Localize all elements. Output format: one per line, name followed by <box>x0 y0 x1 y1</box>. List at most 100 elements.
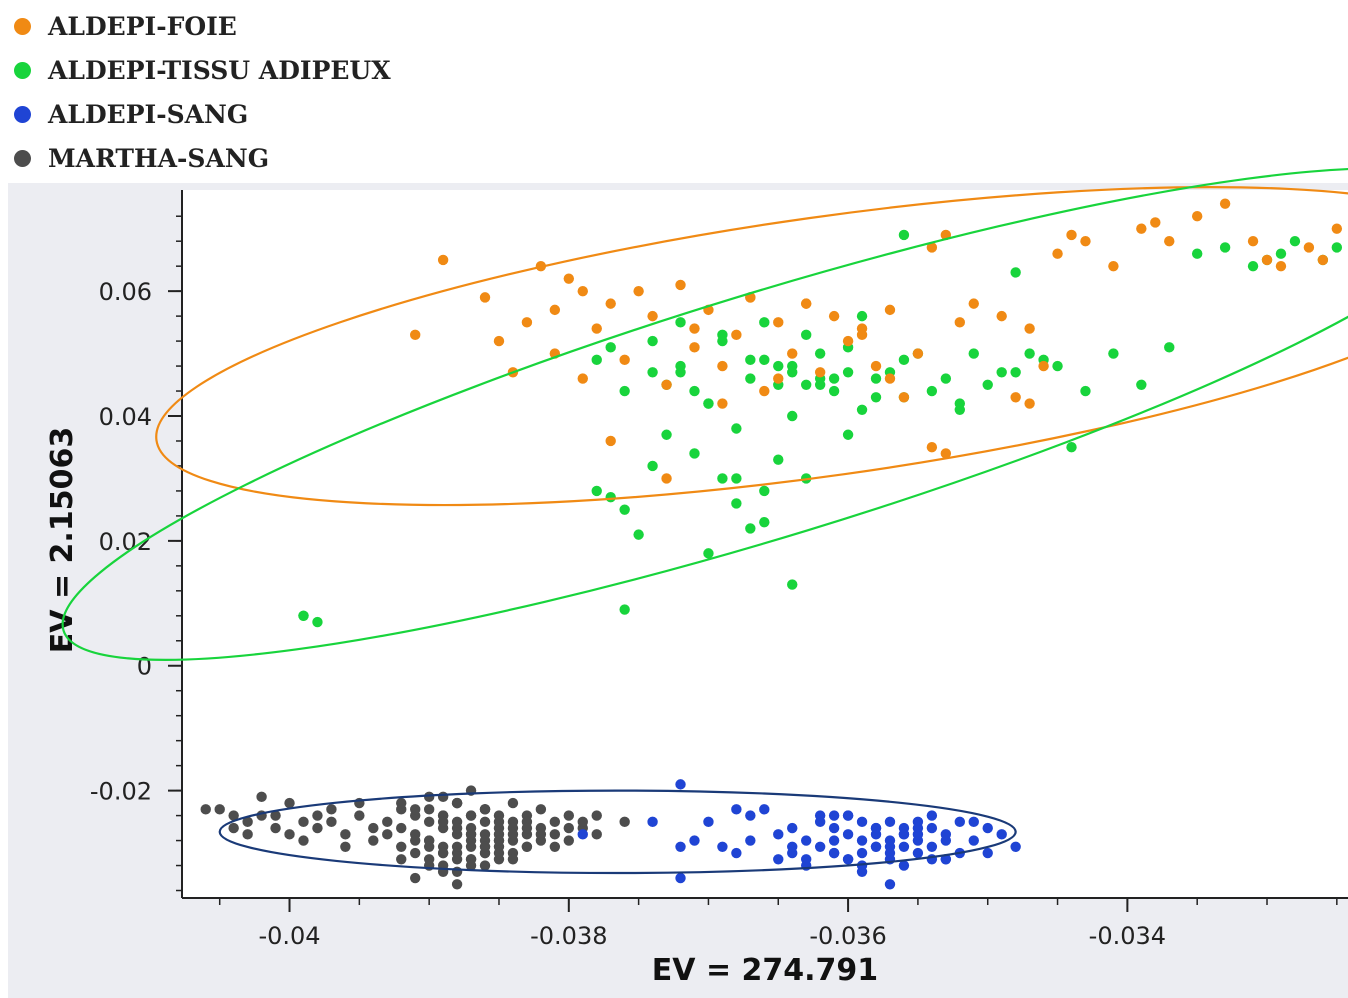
data-point <box>647 336 657 346</box>
data-point <box>1024 348 1034 358</box>
data-point <box>270 823 280 833</box>
data-point <box>312 810 322 820</box>
data-point <box>242 829 252 839</box>
data-point <box>689 386 699 396</box>
data-point <box>494 817 504 827</box>
data-point <box>1332 224 1342 234</box>
data-point <box>996 367 1006 377</box>
data-point <box>619 604 629 614</box>
data-point <box>605 492 615 502</box>
data-point <box>829 386 839 396</box>
data-point <box>787 842 797 852</box>
data-point <box>452 867 462 877</box>
data-point <box>675 317 685 327</box>
data-point <box>773 317 783 327</box>
data-point <box>382 829 392 839</box>
data-point <box>885 373 895 383</box>
data-point <box>1150 217 1160 227</box>
data-point <box>815 348 825 358</box>
data-point <box>857 405 867 415</box>
data-point <box>969 835 979 845</box>
data-point <box>494 835 504 845</box>
data-point <box>480 804 490 814</box>
data-point <box>829 373 839 383</box>
data-point <box>857 835 867 845</box>
data-point <box>605 342 615 352</box>
data-point <box>508 829 518 839</box>
data-point <box>633 529 643 539</box>
data-point <box>578 373 588 383</box>
data-point <box>550 817 560 827</box>
data-point <box>955 817 965 827</box>
data-point <box>801 330 811 340</box>
data-point <box>689 342 699 352</box>
data-point <box>801 854 811 864</box>
data-point <box>284 829 294 839</box>
data-point <box>452 879 462 889</box>
data-point <box>675 779 685 789</box>
data-point <box>996 829 1006 839</box>
y-tick-label: -0.02 <box>90 778 152 806</box>
data-point <box>592 486 602 496</box>
data-point <box>843 336 853 346</box>
data-point <box>522 842 532 852</box>
data-point <box>410 804 420 814</box>
data-point <box>913 348 923 358</box>
data-point <box>396 842 406 852</box>
data-point <box>843 367 853 377</box>
data-point <box>787 348 797 358</box>
data-point <box>829 810 839 820</box>
data-point <box>1108 261 1118 271</box>
data-point <box>438 848 448 858</box>
data-point <box>899 230 909 240</box>
data-point <box>843 829 853 839</box>
data-point <box>647 461 657 471</box>
data-point <box>647 367 657 377</box>
data-point <box>787 411 797 421</box>
data-point <box>508 798 518 808</box>
data-point <box>605 436 615 446</box>
data-point <box>410 330 420 340</box>
data-point <box>536 829 546 839</box>
data-point <box>578 829 588 839</box>
data-point <box>438 792 448 802</box>
x-tick-label: -0.038 <box>530 922 607 950</box>
data-point <box>1276 248 1286 258</box>
data-point <box>564 835 574 845</box>
data-point <box>717 842 727 852</box>
data-point <box>1248 261 1258 271</box>
y-tick-label: 0.06 <box>99 278 152 306</box>
data-point <box>1262 255 1272 265</box>
data-point <box>689 835 699 845</box>
data-point <box>773 829 783 839</box>
data-point <box>396 798 406 808</box>
data-point <box>759 355 769 365</box>
data-point <box>745 810 755 820</box>
data-point <box>731 330 741 340</box>
data-point <box>564 273 574 283</box>
data-point <box>731 848 741 858</box>
data-point <box>256 792 266 802</box>
data-point <box>647 311 657 321</box>
data-point <box>619 355 629 365</box>
data-point <box>1136 380 1146 390</box>
data-point <box>605 298 615 308</box>
data-point <box>801 298 811 308</box>
data-point <box>857 330 867 340</box>
data-point <box>522 823 532 833</box>
data-point <box>941 373 951 383</box>
data-point <box>899 829 909 839</box>
data-point <box>564 823 574 833</box>
data-point <box>955 398 965 408</box>
x-tick-label: -0.04 <box>258 922 320 950</box>
data-point <box>703 398 713 408</box>
data-point <box>759 804 769 814</box>
data-point <box>424 842 434 852</box>
data-point <box>759 386 769 396</box>
data-point <box>787 367 797 377</box>
data-point <box>494 848 504 858</box>
data-point <box>1192 211 1202 221</box>
data-point <box>354 810 364 820</box>
data-point <box>885 305 895 315</box>
